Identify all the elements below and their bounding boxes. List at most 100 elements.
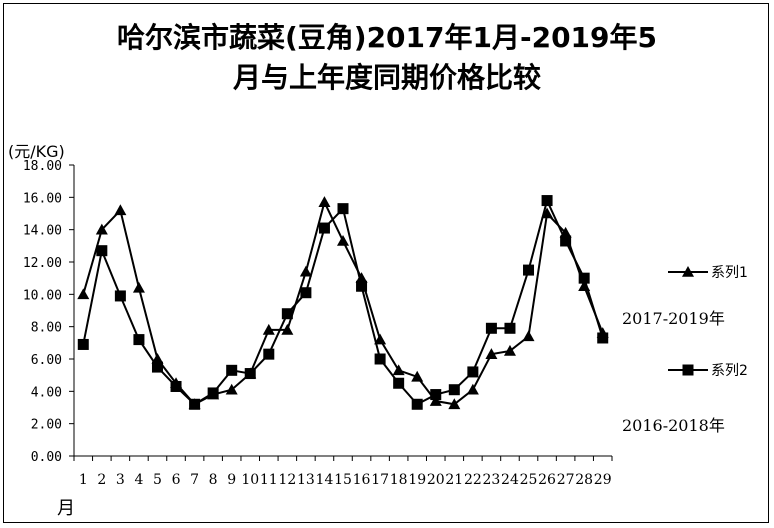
series-2-point [448, 384, 460, 396]
y-axis-unit-label: (元/KG) [8, 142, 65, 161]
y-tick-label: 6.00 [31, 353, 62, 368]
series-2-range-label: 2016-2018年 [622, 416, 725, 435]
x-tick-label: 28 [575, 472, 593, 488]
series-1-point [299, 265, 312, 277]
series-1-point [485, 348, 498, 359]
series-1-point [374, 333, 387, 345]
series-2-point [356, 280, 368, 292]
series-1-point [429, 395, 442, 406]
x-tick-label: 4 [134, 472, 143, 488]
series-2-point [560, 235, 572, 247]
series-2-line [82, 197, 604, 406]
y-tick-label: 2.00 [31, 418, 62, 433]
legend-series-2-label: 系列2 [711, 363, 748, 379]
series-1-point [262, 323, 275, 335]
x-tick-label: 26 [538, 472, 556, 488]
series-2-point [133, 334, 145, 346]
x-tick-label: 10 [241, 472, 259, 488]
x-tick-label: 8 [209, 472, 218, 488]
y-tick-label: 12.00 [23, 256, 62, 271]
series-2-point [541, 195, 553, 207]
series-2-point [430, 389, 442, 401]
x-tick-label: 24 [501, 472, 519, 488]
x-tick-label: 13 [297, 472, 315, 488]
x-tick-label: 23 [482, 472, 500, 488]
x-tick-label: 9 [227, 472, 236, 488]
series-1-point [225, 383, 238, 395]
series-2-point [597, 332, 609, 344]
x-tick-label: 16 [353, 472, 371, 488]
legend-series-1-marker [682, 266, 694, 277]
x-tick-label: 27 [557, 472, 575, 488]
y-tick-label: 18.00 [23, 159, 62, 174]
series-2-point [485, 322, 497, 334]
series-2-point [281, 308, 293, 320]
x-tick-label: 17 [371, 472, 389, 488]
series-1-point [132, 281, 145, 293]
series-1-point [281, 323, 294, 335]
x-tick-label: 1 [79, 472, 88, 488]
series-1-range-label: 2017-2019年 [622, 309, 725, 328]
series-1-point [503, 344, 516, 356]
series-1-point [114, 204, 127, 216]
series-2-point [300, 287, 312, 299]
series-2-point [77, 338, 89, 350]
series-2-point [411, 398, 423, 410]
legend-series-2-marker [682, 364, 694, 376]
y-tick-label: 16.00 [23, 191, 62, 206]
legend-series-1-label: 系列1 [711, 265, 748, 281]
series-2-point [374, 353, 386, 365]
series-1-point [411, 370, 424, 382]
x-tick-label: 18 [390, 472, 408, 488]
x-tick-label: 22 [464, 472, 482, 488]
series-1-point [95, 223, 108, 235]
series-2-point [151, 361, 163, 373]
x-tick-label: 5 [153, 472, 162, 488]
series-1-point [337, 234, 349, 246]
series-2-point [337, 203, 349, 215]
x-tick-label: 15 [334, 472, 352, 488]
series-2-point [96, 245, 108, 257]
x-tick-label: 14 [316, 472, 334, 488]
x-tick-label: 29 [594, 472, 612, 488]
series-2-point [578, 272, 590, 284]
y-tick-label: 4.00 [31, 385, 62, 400]
series-2-point [207, 387, 219, 399]
x-axis-unit-label: 月 [57, 498, 75, 519]
series-1-line [82, 199, 604, 406]
chart-title-line-1: 哈尔滨市蔬菜(豆角)2017年1月-2019年5 [116, 21, 658, 54]
chart-frame [3, 3, 769, 523]
series-2-point [170, 380, 182, 392]
x-tick-label: 12 [278, 472, 296, 488]
series-2-point [114, 290, 126, 302]
series-2-point [523, 264, 535, 276]
x-tick-label: 20 [427, 472, 445, 488]
y-tick-label: 8.00 [31, 321, 62, 336]
series-2-point [318, 222, 330, 234]
series-1-point [392, 364, 405, 376]
series-1-point [355, 272, 368, 283]
x-tick-label: 21 [445, 472, 463, 488]
series-2-point [244, 368, 256, 380]
series-2-point [189, 398, 201, 410]
series-2-point [263, 348, 275, 360]
x-tick-label: 25 [520, 472, 538, 488]
series-2-point [226, 364, 238, 376]
y-tick-label: 14.00 [23, 224, 62, 239]
series-1-point [77, 288, 90, 300]
series-2-point [467, 366, 479, 378]
y-tick-label: 0.00 [31, 450, 62, 465]
series-2-point [393, 377, 405, 389]
chart-title-line-2: 月与上年度同期价格比较 [232, 61, 541, 94]
x-tick-label: 11 [260, 472, 278, 488]
series-1-point [466, 383, 479, 395]
series-1-point [448, 398, 461, 410]
series-1-point [522, 330, 535, 342]
x-tick-label: 19 [408, 472, 426, 488]
x-tick-label: 6 [172, 472, 181, 488]
y-tick-label: 10.00 [23, 288, 62, 303]
x-tick-label: 7 [190, 472, 199, 488]
series-1-point [318, 196, 331, 207]
x-tick-label: 3 [116, 472, 125, 488]
